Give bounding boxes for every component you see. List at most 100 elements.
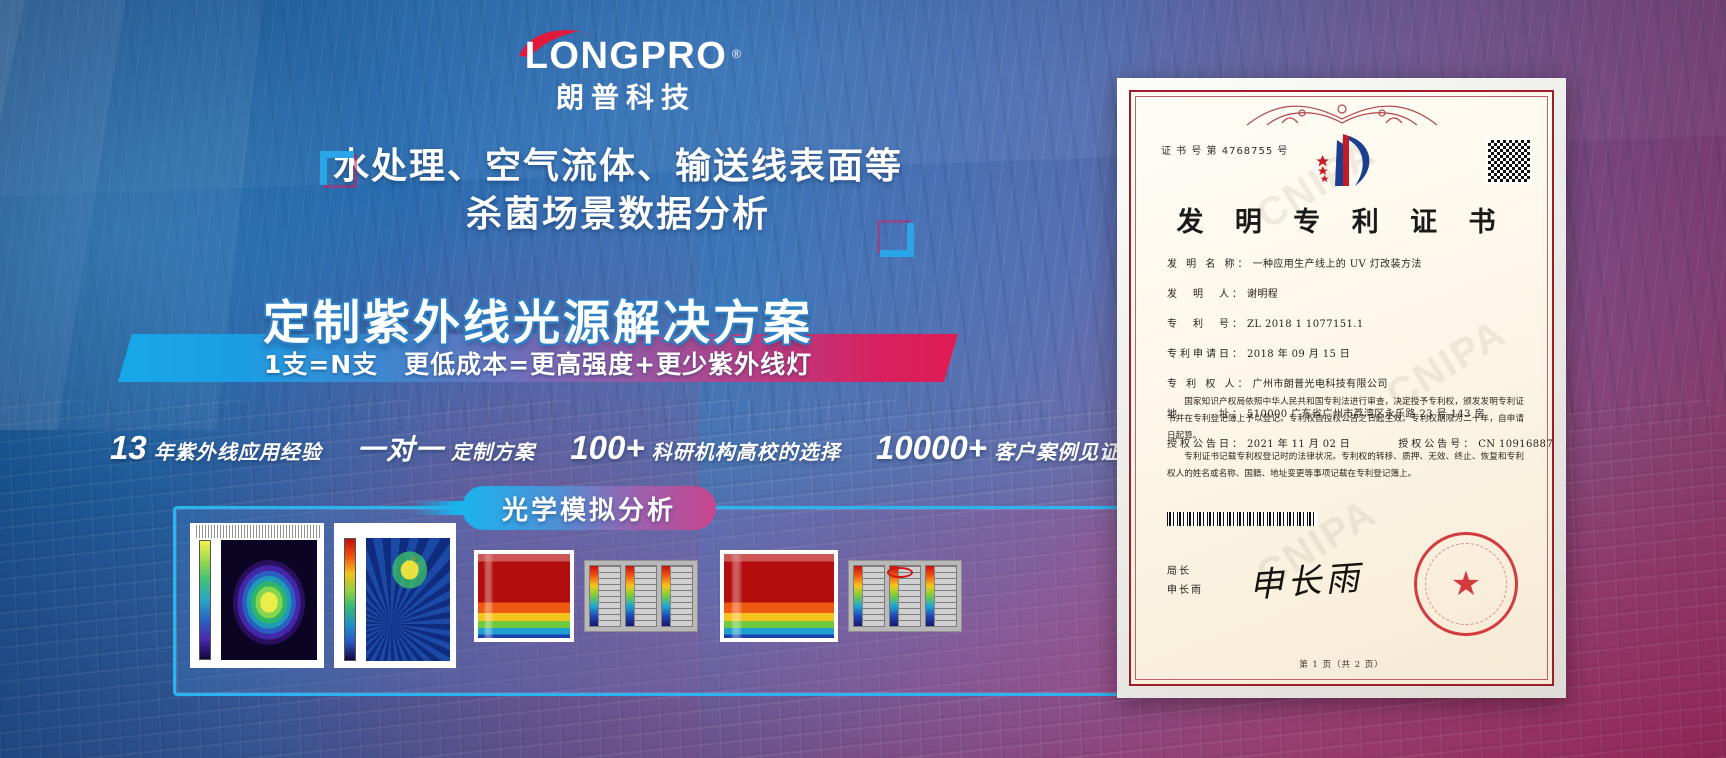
certificate-field-row: 专利申请日： 2018 年 09 月 15 日 xyxy=(1167,345,1524,360)
legend-stack-2 xyxy=(848,559,962,632)
scatter-irradiance-plot xyxy=(334,523,456,668)
trademark-icon: ® xyxy=(731,47,743,61)
optics-badge: 光学模拟分析 xyxy=(462,486,716,530)
stat-label-0: 年紫外线应用经验 xyxy=(153,440,322,464)
bracket-bottom-right-icon xyxy=(880,223,914,257)
certificate-title: 发 明 专 利 证 书 xyxy=(1176,207,1507,238)
certificate-field-row: 地 址： 510000 广东省广州市荔湾区永乐路 23 号 143 房 xyxy=(1167,405,1524,420)
barcode xyxy=(1167,512,1317,526)
headline-main-text: 定制紫外线光源解决方案 xyxy=(263,296,813,351)
legend-ticks xyxy=(635,565,656,626)
certificate-field-row: 专 利 权 人： 广州市朗普光电科技有限公司 xyxy=(1167,375,1524,390)
seal-star-icon: ★ xyxy=(1450,565,1482,603)
stat-item-0: 13 年紫外线应用经验 xyxy=(110,429,322,467)
legend-colorbar xyxy=(926,565,935,626)
field-label: 授权公告日： xyxy=(1167,439,1245,450)
director-name: 申长雨 xyxy=(1167,585,1203,596)
certificate-page-note: 第 1 页（共 2 页） xyxy=(1299,660,1384,670)
optics-badge-tail xyxy=(412,501,476,515)
optics-badge-label: 光学模拟分析 xyxy=(501,495,676,526)
field-value: 510000 广东省广州市荔湾区永乐路 23 号 143 房 xyxy=(1247,409,1485,420)
brand-name-en-text: LONGPRO xyxy=(524,35,728,77)
plot-area xyxy=(478,553,570,638)
legend-ticks xyxy=(599,565,620,626)
legend-colorbar xyxy=(854,565,863,626)
stat-label-2: 科研机构高校的选择 xyxy=(651,440,841,464)
patent-certificate: CNIPA CNIPA CNIPA 证 书 号 第 4768755 号 xyxy=(1117,78,1566,698)
stat-number-2: 100+ xyxy=(570,429,645,466)
plot-area xyxy=(366,538,450,661)
legend-column xyxy=(853,564,885,627)
red-swoosh-icon xyxy=(519,30,593,57)
headline-sub-text: 1支=N支 更低成本=更高强度+更少紫外线灯 xyxy=(263,350,813,379)
surface-irradiance-map-2 xyxy=(720,549,838,642)
plot-title-placeholder xyxy=(196,525,320,538)
field-value: 2021 年 11 月 02 日 xyxy=(1247,439,1351,450)
headline-block: 定制紫外线光源解决方案 1支=N支 更低成本=更高强度+更少紫外线灯 xyxy=(118,296,958,382)
legend-column xyxy=(625,564,657,627)
qr-code-icon xyxy=(1486,138,1532,184)
legend-colorbar xyxy=(626,565,635,626)
legend-column xyxy=(661,564,693,627)
legend-column xyxy=(589,564,621,627)
stat-label-3: 客户案例见证 xyxy=(993,440,1120,464)
brand-logo: LONGPRO ® 朗普科技 xyxy=(506,30,746,121)
director-label: 局长 xyxy=(1167,566,1191,577)
handwritten-signature: 申长雨 xyxy=(1247,558,1365,606)
legend-ticks xyxy=(899,565,920,626)
field-label: 专 利 号： xyxy=(1167,319,1245,330)
legend-column xyxy=(925,564,957,627)
stat-number-3: 10000+ xyxy=(875,429,987,466)
plot-colorbar xyxy=(344,538,356,661)
brand-name-en: LONGPRO ® xyxy=(524,33,741,79)
bracket-top-left-icon xyxy=(320,151,354,185)
field-value: 谢明程 xyxy=(1247,289,1279,300)
field-value: 一种应用生产线上的 UV 灯改装方法 xyxy=(1252,259,1422,270)
field-value: 广州市朗普光电科技有限公司 xyxy=(1252,379,1388,390)
certificate-number: 证 书 号 第 4768755 号 xyxy=(1161,146,1289,157)
certificate-signature-block: 局长 申长雨 xyxy=(1167,562,1203,600)
field-label: 发 明 名 称： xyxy=(1167,259,1251,270)
cnipa-red-seal: ★ xyxy=(1414,532,1518,636)
field-value: ZL 2018 1 1077151.1 xyxy=(1247,319,1364,330)
stat-item-1: 一对一 定制方案 xyxy=(357,428,535,468)
plot-area xyxy=(724,553,834,638)
stat-number-1: 一对一 xyxy=(357,433,445,466)
surface-irradiance-map-1 xyxy=(474,549,574,642)
grant-number-group: 授权公告号：CN 109168870 B xyxy=(1398,435,1552,450)
brand-name-cn: 朗普科技 xyxy=(555,81,696,114)
sub-headline-block: 水处理、空气流体、输送线表面等 杀菌场景数据分析 xyxy=(318,143,918,257)
stat-item-3: 10000+ 客户案例见证 xyxy=(876,429,1120,467)
certificate-inner: CNIPA CNIPA CNIPA 证 书 号 第 4768755 号 xyxy=(1129,90,1554,686)
cnipa-emblem-icon xyxy=(1315,134,1369,186)
certificate-field-row: 发 明 人： 谢明程 xyxy=(1167,285,1524,300)
field-label: 地 址： xyxy=(1167,409,1245,420)
stat-item-2: 100+ 科研机构高校的选择 xyxy=(570,429,840,467)
legend-colorbar xyxy=(890,565,899,626)
legend-stack-1 xyxy=(584,559,698,632)
optics-panel xyxy=(173,506,1262,696)
legend-ticks xyxy=(863,565,884,626)
certificate-field-row: 专 利 号： ZL 2018 1 1077151.1 xyxy=(1167,315,1524,330)
stat-number-0: 13 xyxy=(110,429,147,466)
field-label: 专利申请日： xyxy=(1167,349,1245,360)
field-label: 专 利 权 人： xyxy=(1167,379,1251,390)
seal-ring xyxy=(1425,543,1507,625)
certificate-paragraph-1: 国家知识产权局依照中华人民共和国专利法进行审查，决定授予专利权，颁发发明专利证书… xyxy=(1167,397,1524,441)
plot-area xyxy=(221,540,317,660)
certificate-field-row: 发 明 名 称： 一种应用生产线上的 UV 灯改装方法 xyxy=(1167,255,1524,270)
field-label: 发 明 人： xyxy=(1167,289,1245,300)
stats-row: 13 年紫外线应用经验 一对一 定制方案 100+ 科研机构高校的选择 1000… xyxy=(110,428,1120,468)
certificate-paragraph-2: 专利证书记载专利权登记时的法律状况。专利权的转移、质押、无效、终止、恢复和专利权… xyxy=(1167,452,1524,479)
contour-bullseye-plot xyxy=(190,523,324,668)
legend-ticks xyxy=(671,565,692,626)
certificate-fields: 发 明 名 称： 一种应用生产线上的 UV 灯改装方法 发 明 人： 谢明程 专… xyxy=(1167,255,1552,465)
ornament-icon xyxy=(1246,104,1437,126)
optics-image-strip xyxy=(190,523,962,668)
certificate-body-text: 国家知识产权局依照中华人民共和国专利法进行审查，决定授予专利权，颁发发明专利证书… xyxy=(1167,394,1524,487)
headline-gradient-bar xyxy=(118,334,958,382)
sub-headline-line-2: 杀菌场景数据分析 xyxy=(465,194,770,235)
stat-label-1: 定制方案 xyxy=(451,440,536,464)
field-label: 授权公告号： xyxy=(1398,439,1477,450)
